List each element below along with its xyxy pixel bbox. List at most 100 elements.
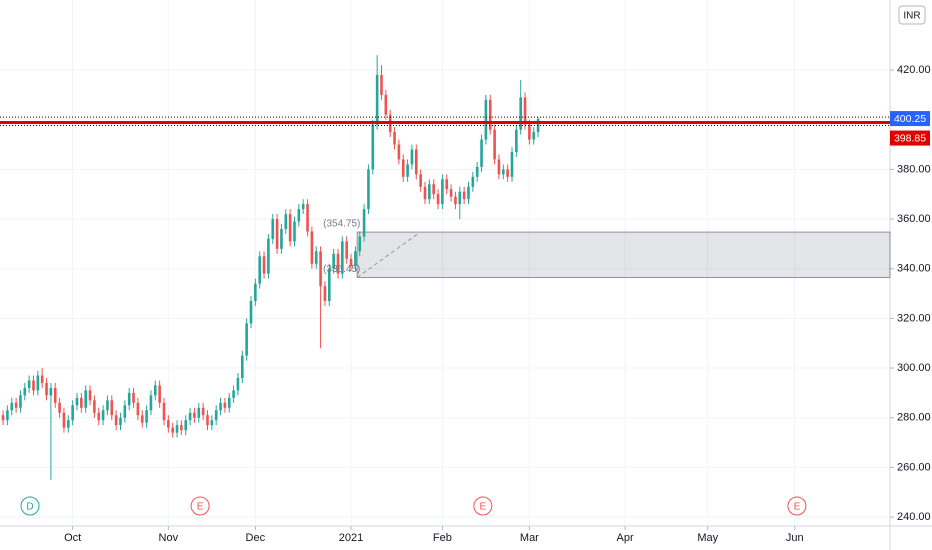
candle-body [488, 99, 492, 130]
candle-body [175, 425, 179, 433]
candle-body [484, 99, 488, 140]
candle-body [227, 397, 231, 408]
candle-body [262, 256, 266, 274]
candle-body [32, 380, 35, 391]
candle-body [136, 402, 140, 416]
candle-body [267, 238, 270, 274]
candle-body [84, 390, 87, 408]
candle-body [401, 159, 405, 177]
candle-body [49, 387, 53, 396]
candle-body [114, 415, 118, 426]
candle-body [188, 412, 192, 421]
y-tick-label: 360.00 [897, 213, 931, 225]
candle-body [162, 402, 166, 421]
event-marker [190, 496, 210, 516]
event-marker [473, 496, 493, 516]
candle-body [240, 355, 244, 378]
candle-body [45, 382, 48, 396]
candle-body [123, 405, 127, 418]
candle-body [532, 132, 536, 140]
candle-body [441, 179, 444, 205]
zone-bottom-label: (336.45) [323, 264, 360, 275]
candle-body [6, 410, 9, 421]
candle-body [206, 415, 209, 426]
candle-body [475, 166, 479, 177]
candle-body [536, 119, 540, 133]
candle-body [19, 395, 22, 408]
candle-body [436, 194, 440, 205]
event-marker [787, 496, 807, 516]
candle-body [293, 221, 296, 242]
candle-body [271, 219, 275, 239]
candle-body [306, 204, 309, 232]
candle-body [375, 75, 379, 125]
candle-body [153, 385, 157, 396]
candle-body [393, 132, 396, 145]
last-price-box [890, 111, 930, 127]
x-tick-label: Nov [159, 532, 179, 544]
zone-top-label: (354.75) [323, 219, 360, 230]
x-tick-label: Dec [246, 532, 266, 544]
candle-body [219, 402, 222, 411]
candle-body [93, 400, 96, 413]
event-label: D [26, 502, 33, 513]
horizontal-line-box [890, 130, 930, 146]
candle-body [245, 323, 248, 356]
candle-body [71, 405, 74, 421]
candle-body [223, 402, 227, 408]
candle-body [458, 191, 462, 205]
currency-badge[interactable] [898, 5, 926, 25]
candle-body [110, 400, 114, 416]
candle-body [314, 251, 318, 264]
candle-body [358, 236, 362, 252]
candle-body [523, 97, 527, 125]
candle-body [428, 184, 431, 200]
candle-body [362, 209, 366, 237]
candle-body [210, 420, 214, 426]
candle-body [145, 410, 148, 423]
candle-body [493, 129, 496, 160]
candle-body [510, 151, 514, 177]
candle-body [27, 380, 31, 388]
candle-body [132, 392, 135, 403]
candle-body [480, 139, 483, 167]
candle-body [140, 415, 144, 423]
price-zone [356, 231, 891, 278]
candle-body [171, 427, 174, 433]
event-marker [20, 496, 40, 516]
y-tick-label: 280.00 [897, 412, 931, 424]
y-tick-label: 300.00 [897, 362, 931, 374]
candle-body [354, 251, 357, 267]
candle-body [419, 174, 422, 187]
candle-body [66, 420, 70, 428]
candle-body [371, 124, 375, 170]
candle-body [23, 387, 27, 396]
zone-diagonal [356, 231, 421, 278]
candle-body [167, 420, 170, 428]
x-tick-label: Mar [520, 532, 539, 544]
candle-body [119, 417, 122, 426]
candle-body [319, 251, 322, 287]
candle-body [258, 256, 261, 284]
candle-body [384, 94, 388, 115]
candle-body [397, 144, 401, 160]
candle-body [97, 412, 101, 421]
last-price-label: 400.25 [894, 113, 926, 125]
candle-body [288, 214, 292, 242]
candle-body [310, 231, 314, 264]
candle-body [341, 241, 344, 274]
candle-body [471, 176, 475, 187]
candle-body [349, 258, 353, 267]
candle-body [180, 425, 183, 431]
candle-body [193, 412, 196, 418]
candle-body [380, 75, 383, 95]
candle-body [515, 129, 518, 152]
y-tick-label: 260.00 [897, 461, 931, 473]
candle-body [284, 214, 288, 229]
candle-body [528, 124, 531, 140]
candle-body [106, 400, 109, 411]
y-tick-label: 340.00 [897, 263, 931, 275]
candle-body [62, 412, 66, 428]
